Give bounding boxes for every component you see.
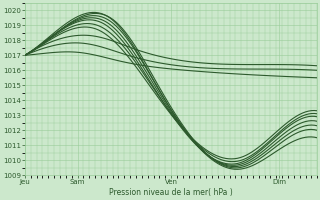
X-axis label: Pression niveau de la mer( hPa ): Pression niveau de la mer( hPa ) <box>109 188 233 197</box>
